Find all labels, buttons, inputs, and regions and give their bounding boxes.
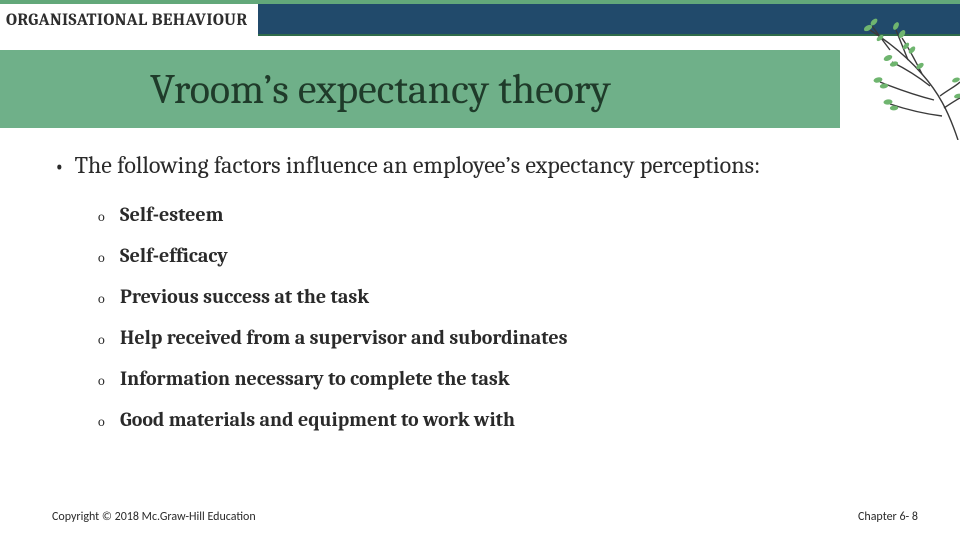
header-label: ORGANISATIONAL BEHAVIOUR: [6, 11, 248, 30]
list-item: o Self-efficacy: [98, 244, 896, 267]
sub-marker: o: [98, 331, 112, 348]
header-row: ORGANISATIONAL BEHAVIOUR: [0, 0, 960, 36]
list-item: o Previous success at the task: [98, 285, 896, 308]
list-item: o Self-esteem: [98, 203, 896, 226]
bullet-marker: •: [54, 152, 65, 181]
sub-text: Information necessary to complete the ta…: [120, 367, 509, 390]
list-item: o Information necessary to complete the …: [98, 367, 896, 390]
lead-text: The following factors influence an emplo…: [75, 150, 761, 181]
lead-bullet-row: • The following factors influence an emp…: [54, 150, 896, 181]
sub-text: Good materials and equipment to work wit…: [120, 408, 515, 431]
header-label-wrap: ORGANISATIONAL BEHAVIOUR: [0, 0, 258, 36]
footer-page: Chapter 6- 8: [858, 510, 918, 524]
header-fill: [258, 0, 960, 36]
list-item: o Help received from a supervisor and su…: [98, 326, 896, 349]
content-area: • The following factors influence an emp…: [54, 150, 896, 449]
slide: ORGANISATIONAL BEHAVIOUR Vroom’s expecta…: [0, 0, 960, 540]
sub-text: Previous success at the task: [120, 285, 369, 308]
sub-marker: o: [98, 372, 112, 389]
sub-marker: o: [98, 290, 112, 307]
sub-text: Self-esteem: [120, 203, 224, 226]
list-item: o Good materials and equipment to work w…: [98, 408, 896, 431]
sub-text: Help received from a supervisor and subo…: [120, 326, 567, 349]
page-title: Vroom’s expectancy theory: [150, 65, 611, 114]
sub-text: Self-efficacy: [120, 244, 228, 267]
sub-marker: o: [98, 249, 112, 266]
sub-marker: o: [98, 413, 112, 430]
footer-copyright: Copyright © 2018 Mc.Graw-Hill Education: [52, 510, 256, 524]
title-band: Vroom’s expectancy theory: [0, 50, 840, 128]
sub-list: o Self-esteem o Self-efficacy o Previous…: [98, 203, 896, 431]
sub-marker: o: [98, 208, 112, 225]
